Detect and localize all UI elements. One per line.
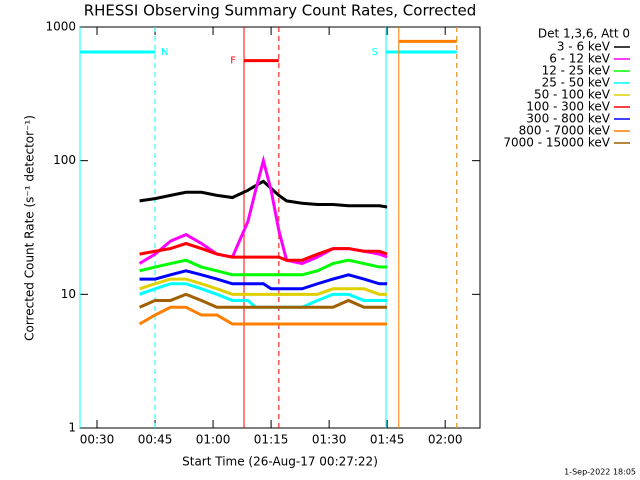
x-tick-label: 00:45 — [138, 433, 173, 447]
legend-label: 800 - 7000 keV — [519, 124, 611, 138]
flag-label: N — [161, 47, 168, 58]
flag-label: F — [230, 56, 236, 67]
legend-label: 7000 - 15000 keV — [503, 136, 610, 150]
y-axis-label: Corrected Count Rate (s⁻¹ detector⁻¹) — [23, 115, 37, 341]
x-tick-label: 00:30 — [80, 433, 115, 447]
footer: 1-Sep-2022 18:05 — [564, 468, 636, 477]
legend-label: 6 - 12 keV — [549, 52, 611, 66]
legend-label: 300 - 800 keV — [526, 112, 610, 126]
chart-title: RHESSI Observing Summary Count Rates, Co… — [84, 2, 477, 20]
legend-label: 25 - 50 keV — [542, 76, 611, 90]
x-tick-label: 01:30 — [312, 433, 347, 447]
series-line — [139, 258, 388, 277]
y-tick-label: 1 — [68, 421, 76, 435]
y-tick-label: 100 — [53, 153, 76, 167]
x-tick-label: 02:00 — [428, 433, 463, 447]
x-tick-label: 01:15 — [254, 433, 289, 447]
y-tick-label: 10 — [61, 287, 76, 301]
legend-label: 50 - 100 keV — [534, 88, 611, 102]
x-axis-label: Start Time (26-Aug-17 00:27:22) — [182, 455, 378, 469]
x-tick-label: 01:00 — [196, 433, 231, 447]
series-line — [139, 179, 388, 209]
flag-label: S — [372, 47, 378, 58]
series-line — [138, 292, 388, 309]
series-line — [138, 305, 388, 326]
x-tick-label: 01:45 — [370, 433, 405, 447]
legend-label: 3 - 6 keV — [557, 40, 611, 54]
series-line — [139, 241, 388, 262]
series-line — [139, 277, 388, 296]
legend-label: 12 - 25 keV — [542, 64, 611, 78]
series-line — [139, 269, 388, 291]
y-tick-label: 1000 — [45, 20, 76, 34]
legend-label: 100 - 300 keV — [526, 100, 610, 114]
plot-frame — [79, 26, 481, 429]
legend-title: Det 1,3,6, Att 0 — [538, 27, 630, 41]
